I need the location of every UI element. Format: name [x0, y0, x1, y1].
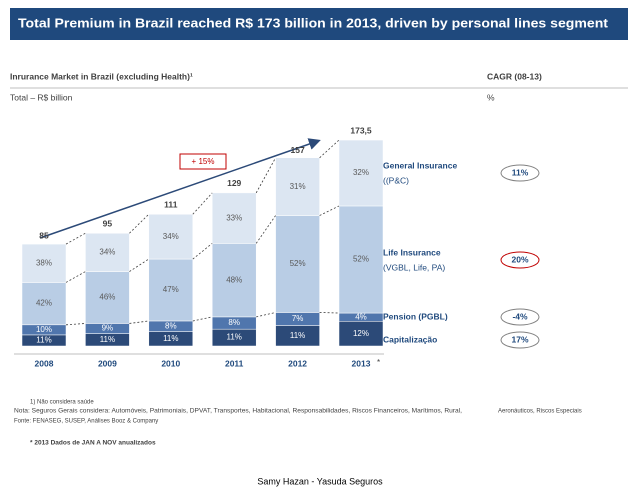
connector	[65, 232, 86, 245]
note: Nota: Seguros Gerais considera: Automóve…	[14, 409, 462, 415]
bar-segment	[85, 232, 130, 272]
value-label: 7%	[292, 314, 304, 323]
total-label: 95	[103, 218, 113, 228]
value-label: 47%	[163, 285, 179, 294]
connector	[319, 139, 340, 159]
bar-segment	[21, 243, 67, 283]
value-label: 31%	[290, 182, 306, 191]
connector	[65, 323, 86, 326]
bar-segment	[275, 157, 320, 216]
connector	[129, 320, 149, 324]
value-label: 10%	[36, 325, 52, 334]
chart-title: Total Premium in Brazil reached R$ 173 b…	[18, 15, 609, 30]
value-label: 48%	[226, 275, 242, 284]
connector	[192, 243, 213, 260]
value-label: 9%	[102, 324, 114, 333]
x-tick-label: 2008	[35, 358, 54, 368]
value-label: 52%	[290, 259, 306, 268]
x-tick-label: 2009	[98, 358, 117, 368]
value-label: 46%	[99, 293, 115, 302]
value-label: 38%	[36, 258, 52, 267]
bar-segment	[21, 282, 67, 326]
category-note: *	[377, 358, 380, 367]
cagr-oval	[500, 308, 540, 326]
asterisk-note: * 2013 Dados de JAN A NOV anualizados	[30, 440, 156, 447]
cagr-oval	[500, 331, 540, 349]
connector	[129, 258, 150, 272]
value-label: 11%	[226, 333, 241, 342]
cagr-oval	[500, 164, 540, 182]
footer: Samy Hazan - Yasuda Seguros	[257, 476, 383, 486]
bar-segment	[211, 243, 257, 318]
total-label: 85	[39, 230, 49, 240]
connector	[65, 271, 86, 283]
title-bar	[10, 8, 628, 40]
connector	[319, 312, 340, 314]
legend-label: General Insurance	[383, 160, 457, 170]
connector	[192, 316, 213, 322]
annotation: + 15%	[192, 157, 215, 166]
cagr-value: 20%	[511, 254, 528, 264]
bar-segment	[85, 271, 130, 324]
cagr-value: -4%	[512, 311, 528, 321]
cagr-oval	[500, 251, 540, 269]
x-tick-label: 2010	[161, 358, 180, 368]
value-label: 11%	[290, 331, 305, 340]
bar-segment	[148, 258, 194, 322]
bar-segment	[275, 215, 320, 313]
subtitle: Inrurance Market in Brazil (excluding He…	[10, 71, 193, 81]
x-tick-label: 2013	[352, 358, 371, 368]
total-label: 157	[291, 145, 305, 155]
connector	[192, 192, 213, 215]
value-label: 11%	[163, 334, 178, 343]
total-label: 173,5	[350, 125, 372, 135]
connector	[256, 312, 276, 318]
value-label: 34%	[99, 248, 115, 257]
growth-arrow	[39, 138, 321, 239]
note: 1) Não considera saúde	[30, 400, 94, 406]
value-label: 8%	[228, 318, 240, 327]
bar-segment	[338, 139, 384, 207]
cagr-value: 17%	[511, 334, 528, 344]
connector	[319, 205, 340, 216]
bar-segment	[148, 213, 194, 260]
value-label: 4%	[355, 312, 367, 321]
value-label: 11%	[36, 336, 51, 345]
value-label: 34%	[163, 232, 179, 241]
legend-label: Pension (PGBL)	[383, 311, 448, 321]
connector	[129, 213, 150, 234]
cagr-value: 11%	[512, 167, 529, 177]
bar-segment	[338, 205, 384, 314]
bar-segment	[211, 192, 257, 244]
source: Fonte: FENASEG, SUSEP, Análises Booz & C…	[14, 419, 158, 425]
total-label: 111	[164, 199, 178, 209]
connector	[255, 157, 276, 194]
bar-segment	[338, 321, 384, 347]
value-label: 52%	[353, 255, 369, 264]
value-label: 8%	[165, 321, 177, 330]
x-tick-label: 2012	[288, 358, 307, 368]
connector	[255, 215, 276, 244]
cagr-header: CAGR (08-13)	[487, 71, 542, 81]
unit-label: Total – R$ billion	[10, 92, 73, 102]
value-label: 42%	[36, 299, 52, 308]
note: Aeronáuticos, Riscos Especiais	[498, 409, 582, 415]
total-label: 129	[227, 178, 241, 188]
value-label: 12%	[353, 329, 369, 338]
value-label: 32%	[353, 168, 369, 177]
cagr-unit: %	[487, 92, 495, 102]
legend-detail: (VGBL, Life, PA)	[383, 262, 445, 272]
value-label: 11%	[100, 335, 115, 344]
legend-label: Capitalização	[383, 334, 437, 344]
value-label: 33%	[226, 213, 242, 222]
legend-detail: ((P&C)	[383, 175, 409, 185]
legend-label: Life Insurance	[383, 247, 441, 257]
x-tick-label: 2011	[225, 358, 244, 368]
annotation-box	[179, 153, 227, 170]
